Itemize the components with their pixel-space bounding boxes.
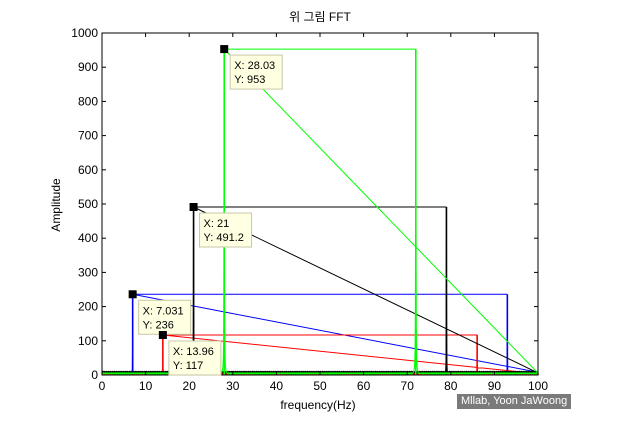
y-tick-label: 100: [78, 334, 98, 348]
series-line: [101, 206, 539, 375]
y-tick-label: 500: [78, 197, 98, 211]
x-tick-label: 100: [528, 379, 548, 393]
x-tick-label: 30: [226, 379, 240, 393]
datatip-box: [199, 212, 253, 248]
x-tick-label: 20: [183, 379, 197, 393]
x-tick-label: 40: [270, 379, 284, 393]
datatip-x-label: X: 13.96: [173, 346, 214, 358]
y-tick-label: 600: [78, 163, 98, 177]
x-tick-label: 90: [488, 379, 502, 393]
series-line: [101, 334, 540, 376]
datatip-x-label: X: 28.03: [234, 60, 275, 72]
datatip[interactable]: X: 7.031 Y: 236: [128, 290, 192, 335]
datatip-box: [168, 340, 222, 376]
chart-title: 위 그림 FFT: [289, 10, 351, 24]
datatips-layer: X: 7.031 Y: 236 X: 13.96 Y: 117 X: 21 Y: 491.…: [128, 45, 283, 376]
x-tick-label: 80: [444, 379, 458, 393]
y-tick-label: 0: [91, 368, 98, 382]
datatip-marker: [128, 290, 137, 299]
y-tick-label: 200: [78, 300, 98, 314]
datatip-marker: [189, 203, 198, 212]
datatip-marker: [158, 330, 167, 339]
datatip-y-label: Y: 117: [173, 360, 203, 372]
y-tick-label: 700: [78, 129, 98, 143]
y-tick-label: 800: [78, 94, 98, 108]
axes-layer: 0 10 20 30 40 50 60 70 80 90 100010020030040050060…: [71, 26, 548, 393]
x-tick-label: 50: [313, 379, 327, 393]
datatip-y-label: Y: 953: [234, 74, 265, 86]
watermark: Mllab, Yoon JaWoong: [457, 394, 572, 409]
datatip[interactable]: X: 28.03 Y: 953: [220, 45, 283, 90]
series-2: [101, 206, 539, 375]
datatip-y-label: Y: 491.2: [204, 232, 244, 244]
datatip-y-label: Y: 236: [143, 319, 174, 331]
datatip[interactable]: X: 13.96 Y: 117: [158, 330, 222, 376]
y-tick-label: 400: [78, 231, 98, 245]
x-axis-label: frequency(Hz): [280, 398, 355, 412]
x-tick-label: 10: [139, 379, 153, 393]
datatip-x-label: X: 21: [204, 218, 230, 230]
y-tick-label: 300: [78, 265, 98, 279]
datatip[interactable]: X: 21 Y: 491.2: [189, 203, 253, 248]
y-tick-label: 900: [78, 60, 98, 74]
datatip-box: [229, 54, 283, 90]
y-axis-label: Amplitude: [49, 178, 63, 232]
datatip-marker: [220, 45, 229, 54]
x-tick-label: 70: [401, 379, 415, 393]
y-tick-label: 1000: [71, 26, 98, 40]
datatip-x-label: X: 7.031: [143, 305, 184, 317]
x-tick-label: 60: [357, 379, 371, 393]
x-tick-label: 0: [99, 379, 106, 393]
